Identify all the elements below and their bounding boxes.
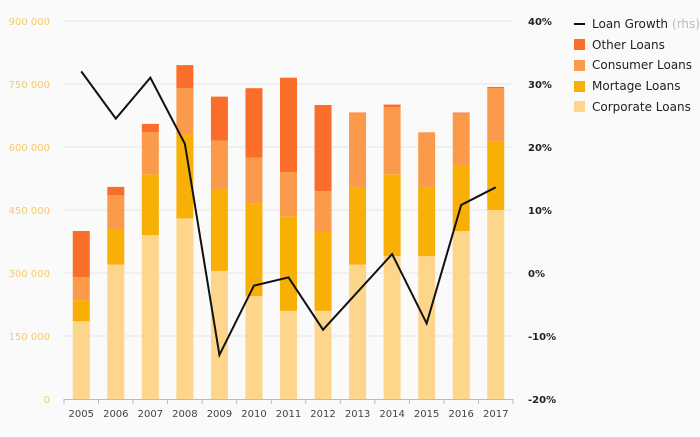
x-tick-label: 2006 [103,409,128,420]
bar-segment-mortgage [487,140,505,210]
bar-segment-consumer [314,191,332,231]
bar-segment-corporate [210,270,228,399]
bar-segment-corporate [107,264,125,399]
y-left-tick-label: 300 000 [9,269,50,280]
bar-segment-corporate [72,321,90,399]
bar-segment-consumer [245,157,263,204]
bar-segment-mortgage [452,165,470,231]
bar-segment-corporate [383,256,401,399]
bar-segment-mortgage [314,231,332,311]
bar-segment-other [383,104,401,108]
bar-segment-corporate [452,231,470,399]
bar-segment-corporate [280,310,297,399]
x-tick-label: 2010 [241,409,266,420]
legend-item-mortage-loans: Mortage Loans [574,76,700,97]
bar-segment-other [245,88,263,158]
bar-segment-corporate [314,310,332,399]
bar-segment-other [141,123,159,133]
legend-swatch-mortgage [574,80,585,92]
legend-label-corporate-loans: Corporate Loans [592,99,691,114]
x-tick-label: 2012 [310,409,335,420]
bar-segment-consumer [349,113,367,187]
bar-segment-corporate [349,264,367,399]
y-right-tick-label: -20% [528,395,556,406]
bar-segment-mortgage [107,228,125,265]
legend-rhs-note: (rhs) [672,17,700,32]
bar-segment-mortgage [280,216,297,311]
y-left-tick-label: 150 000 [9,332,50,343]
bar-segment-other [210,96,228,141]
legend-swatch-consumer [574,59,585,71]
bar-segment-mortgage [72,300,90,322]
loan-growth-line [80,70,497,359]
legend-item-corporate-loans: Corporate Loans [574,96,700,117]
legend: Loan Growth (rhs) Other Loans Consumer L… [574,14,700,117]
bar-segment-consumer [176,88,194,135]
bar-segment-consumer [107,195,125,229]
legend-label-loan-growth: Loan Growth [592,17,669,32]
y-left-tick-label: 750 000 [9,80,50,91]
bar-segment-consumer [141,132,159,175]
bar-segment-other [107,186,125,196]
legend-label-mortage-loans: Mortage Loans [592,79,681,94]
bar-segment-corporate [487,210,505,399]
y-left-tick-label: 600 000 [9,143,50,154]
bar-segment-mortgage [176,134,194,219]
legend-swatch-other [574,39,585,51]
bar-segment-consumer [280,172,297,217]
legend-line-swatch [574,23,585,26]
bar-segment-other [452,112,470,114]
bar-segment-corporate [418,256,436,399]
bar-segment-consumer [383,107,401,175]
bar-segment-other [314,105,332,192]
x-tick-label: 2007 [138,409,163,420]
x-tick-label: 2005 [69,409,94,420]
legend-swatch-corporate [574,101,585,113]
x-tick-label: 2016 [448,409,473,420]
legend-item-loan-growth: Loan Growth (rhs) [574,14,700,35]
bar-segment-consumer [418,132,436,187]
x-tick-label: 2015 [414,409,439,420]
bar-segment-mortgage [349,186,367,265]
legend-item-consumer-loans: Consumer Loans [574,55,700,76]
bar-segment-consumer [72,277,90,301]
legend-item-other-loans: Other Loans [574,35,700,56]
bar-segment-mortgage [141,174,159,236]
y-right-tick-label: 0% [528,269,545,280]
bar-segment-consumer [210,140,228,189]
bar-segment-consumer [487,88,505,141]
y-left-tick-label: 900 000 [9,17,50,28]
y-right-tick-label: 10% [528,206,552,217]
bar-segment-other [72,231,90,278]
x-tick-label: 2008 [172,409,197,420]
y-left-tick-label: 450 000 [9,206,50,217]
bar-segment-mortgage [418,186,436,257]
bar-segment-other [349,112,367,114]
bar-segment-mortgage [383,174,401,257]
y-right-tick-label: -10% [528,332,556,343]
bar-segment-mortgage [245,203,263,297]
bar-segment-corporate [176,218,194,399]
x-tick-label: 2009 [207,409,232,420]
x-tick-label: 2011 [276,409,301,420]
legend-label-consumer-loans: Consumer Loans [592,58,693,73]
bar-segment-consumer [452,113,470,166]
legend-label-other-loans: Other Loans [592,37,665,52]
bar-segment-corporate [141,235,159,399]
bar-segment-mortgage [210,189,228,271]
bar-segment-corporate [245,296,263,399]
bar-segment-other [176,65,194,89]
y-right-tick-label: 20% [528,143,552,154]
x-tick-label: 2013 [345,409,370,420]
y-right-tick-label: 40% [528,17,552,28]
x-tick-label: 2014 [379,409,404,420]
bar-segment-other [487,86,505,89]
y-left-tick-label: 0 [44,395,50,406]
bar-segment-other [280,77,297,173]
y-right-tick-label: 30% [528,80,552,91]
x-tick-label: 2017 [483,409,508,420]
